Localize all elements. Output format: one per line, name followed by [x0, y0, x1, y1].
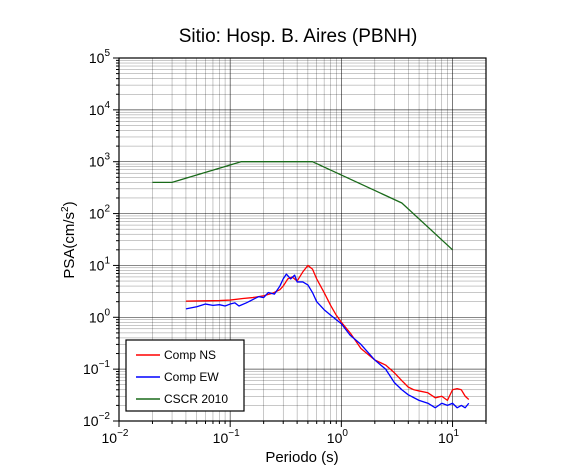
y-tick-label-base: 10	[83, 413, 99, 429]
series-layer	[152, 161, 470, 409]
y-tick-label-base: 10	[83, 361, 99, 377]
y-tick-label-exp: 4	[104, 100, 110, 111]
y-tick-label-exp: −1	[99, 359, 111, 370]
y-tick-label: 100	[89, 307, 111, 325]
x-tick-label-base: 10	[102, 430, 118, 446]
x-tick-label-exp: 1	[454, 428, 460, 439]
plot-frame	[118, 57, 487, 422]
ticks	[113, 57, 487, 427]
x-tick-label-base: 10	[327, 430, 343, 446]
y-tick-label-exp: 0	[104, 307, 110, 318]
y-axis-label-main: PSA(cm/s	[61, 212, 78, 279]
y-axis-label-close: )	[61, 201, 78, 206]
y-tick-label: 105	[89, 48, 111, 66]
y-tick-label: 10−2	[83, 411, 110, 429]
x-tick-label: 101	[438, 428, 460, 446]
y-tick-label-base: 10	[89, 154, 105, 170]
legend-label: Comp EW	[164, 370, 219, 384]
x-tick-label: 10−2	[102, 428, 129, 446]
y-tick-label-exp: 5	[104, 48, 110, 59]
legend-label: Comp NS	[164, 348, 216, 362]
x-tick-label-exp: −2	[117, 428, 129, 439]
chart-title: Sitio: Hosp. B. Aires (PBNH)	[179, 26, 418, 47]
y-tick-label: 10−1	[83, 359, 110, 377]
y-axis-label: PSA(cm/s2)	[60, 201, 78, 278]
y-tick-label-base: 10	[89, 206, 105, 222]
y-tick-label-base: 10	[89, 50, 105, 66]
series-line	[185, 273, 470, 409]
y-tick-label-base: 10	[89, 309, 105, 325]
x-tick-label-base: 10	[213, 430, 229, 446]
y-tick-label-exp: 1	[104, 255, 110, 266]
y-tick-label-base: 10	[89, 257, 105, 273]
x-tick-label-exp: 0	[342, 428, 348, 439]
y-tick-label: 104	[89, 100, 111, 118]
y-tick-label-exp: 2	[104, 204, 110, 215]
legend-label: CSCR 2010	[164, 392, 228, 406]
y-tick-label: 101	[89, 255, 111, 273]
x-tick-label-exp: −1	[228, 428, 240, 439]
x-axis-label: Periodo (s)	[265, 449, 338, 466]
series-line	[152, 161, 453, 251]
x-tick-label: 100	[327, 428, 349, 446]
y-tick-label: 102	[89, 204, 111, 222]
y-axis-label-exp: 2	[60, 206, 71, 212]
y-tick-label-exp: −2	[99, 411, 111, 422]
y-tick-label-exp: 3	[104, 152, 110, 163]
y-tick-label-base: 10	[89, 102, 105, 118]
y-tick-label: 103	[89, 152, 111, 170]
x-tick-labels: 10−2 10−1 100 101	[102, 428, 460, 446]
legend: Comp NS Comp EW CSCR 2010	[125, 339, 245, 412]
x-tick-label-base: 10	[438, 430, 454, 446]
x-tick-label: 10−1	[213, 428, 240, 446]
